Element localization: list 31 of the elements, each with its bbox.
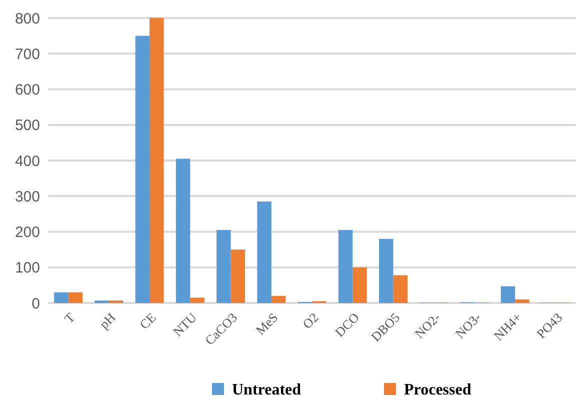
x-tick-label: O2 bbox=[299, 310, 322, 332]
y-tick-label: 500 bbox=[14, 117, 40, 134]
y-tick-label: 700 bbox=[14, 46, 40, 63]
x-tick-label: pH bbox=[96, 310, 118, 332]
y-tick-label: 0 bbox=[32, 295, 40, 312]
x-tick-label: CE bbox=[136, 310, 159, 332]
bar bbox=[393, 275, 408, 303]
legend-label: Untreated bbox=[232, 382, 302, 399]
x-tick-label: T bbox=[61, 310, 78, 326]
bar bbox=[230, 250, 245, 303]
bar bbox=[176, 158, 190, 303]
bar bbox=[216, 230, 231, 303]
y-tick-label: 600 bbox=[14, 82, 40, 98]
bar bbox=[150, 18, 164, 303]
bar bbox=[271, 296, 286, 303]
bar bbox=[338, 230, 353, 303]
bar bbox=[68, 292, 83, 303]
y-tick-label: 100 bbox=[14, 260, 40, 277]
bar bbox=[190, 298, 204, 303]
bar bbox=[515, 299, 530, 303]
bar bbox=[257, 201, 272, 303]
y-tick-label: 200 bbox=[14, 224, 40, 241]
bar bbox=[379, 238, 394, 303]
y-tick-label: 300 bbox=[14, 188, 40, 206]
bar bbox=[352, 267, 367, 303]
bar bbox=[500, 286, 516, 303]
y-tick-label: 400 bbox=[14, 152, 40, 170]
y-tick-label: 800 bbox=[14, 10, 40, 28]
legend-label: Processed bbox=[404, 382, 472, 399]
bar bbox=[135, 36, 150, 303]
bar bbox=[54, 292, 68, 303]
